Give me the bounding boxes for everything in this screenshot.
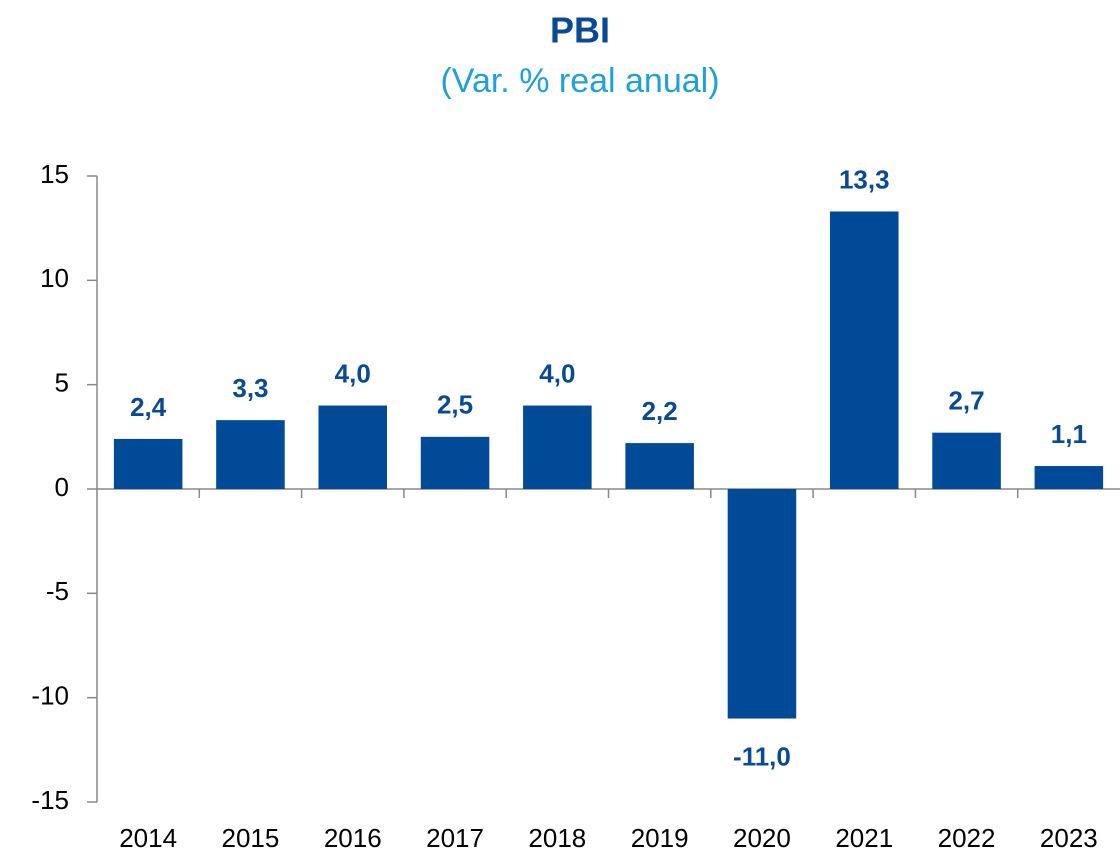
value-label: 4,0 (539, 358, 575, 388)
bar (625, 443, 694, 489)
x-tick-label: 2021 (835, 823, 893, 853)
value-label: -11,0 (733, 741, 791, 771)
y-tick-label: 10 (40, 263, 69, 293)
x-tick-label: 2016 (324, 823, 382, 853)
bar (1034, 466, 1104, 489)
y-tick-label: -10 (31, 681, 69, 711)
x-tick-label: 2017 (426, 823, 484, 853)
value-label: 1,1 (1051, 419, 1087, 449)
x-tick-label: 2018 (528, 823, 586, 853)
bar (932, 432, 1001, 489)
x-tick-label: 2022 (938, 823, 996, 853)
value-label: 2,4 (130, 392, 167, 422)
value-label: 2,5 (437, 390, 473, 420)
chart-subtitle: (Var. % real anual) (440, 62, 719, 100)
x-tick-label: 2019 (631, 823, 689, 853)
y-tick-label: -5 (46, 576, 69, 606)
value-label: 2,7 (948, 386, 984, 416)
bar (113, 438, 183, 489)
x-tick-label: 2020 (733, 823, 791, 853)
y-tick-label: 0 (55, 472, 69, 502)
bar (318, 405, 388, 489)
bar (216, 420, 285, 489)
x-tick-label: 2015 (222, 823, 280, 853)
chart-title: PBI (550, 10, 610, 51)
bar (727, 489, 797, 719)
x-tick-label: 2014 (119, 823, 177, 853)
bar (829, 211, 899, 489)
y-tick-label: -15 (31, 785, 69, 815)
bar (523, 405, 592, 489)
y-tick-label: 5 (55, 368, 69, 398)
bar (420, 436, 490, 489)
x-tick-label: 2023 (1040, 823, 1098, 853)
value-label: 4,0 (335, 358, 371, 388)
value-label: 3,3 (232, 373, 268, 403)
value-label: 13,3 (839, 164, 890, 194)
value-label: 2,2 (642, 396, 678, 426)
y-tick-label: 15 (40, 159, 69, 189)
